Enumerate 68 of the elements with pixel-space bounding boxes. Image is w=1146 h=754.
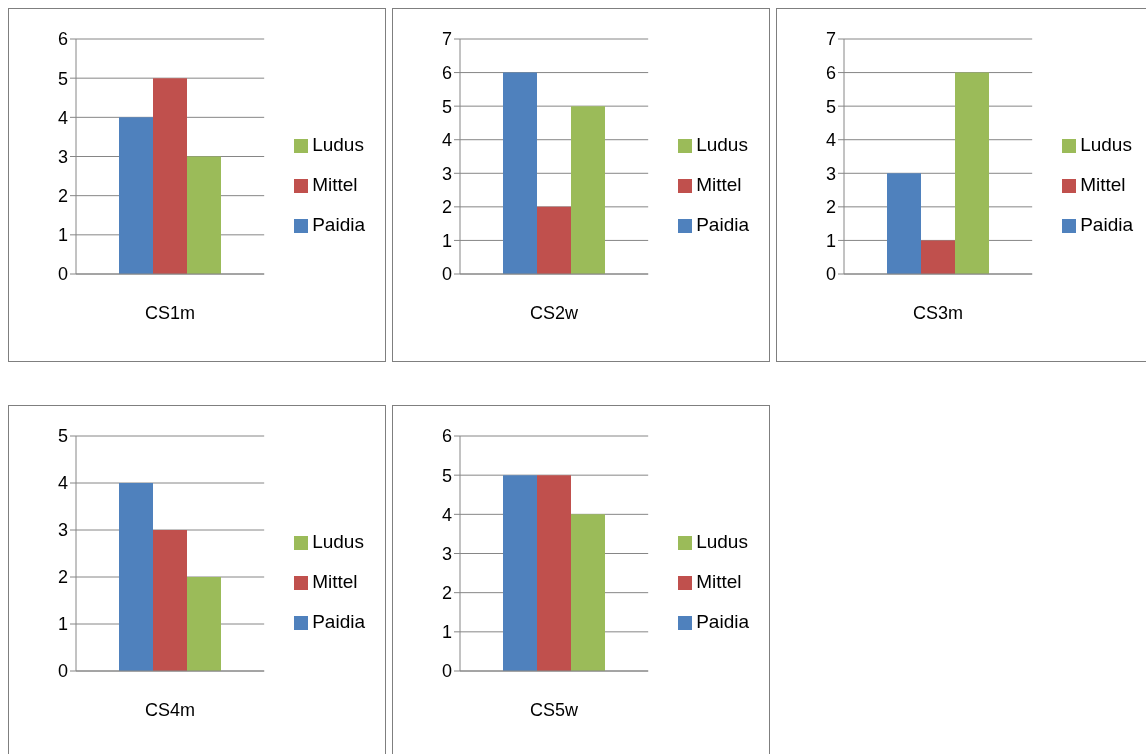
bar — [119, 117, 153, 274]
legend-label: Paidia — [312, 611, 365, 632]
x-tick-label: CS5w — [530, 699, 580, 720]
y-tick-label: 3 — [441, 543, 452, 564]
legend-label: Paidia — [696, 214, 749, 235]
y-tick-label: 5 — [57, 426, 68, 447]
y-tick-label: 4 — [57, 473, 68, 494]
y-tick-label: 7 — [441, 29, 452, 50]
legend-label: Ludus — [696, 134, 748, 155]
y-tick-label: 2 — [57, 567, 68, 588]
y-tick-label: 3 — [57, 146, 68, 167]
y-tick-label: 2 — [441, 197, 452, 218]
legend-label: Ludus — [312, 531, 364, 552]
y-tick-label: 0 — [57, 661, 68, 682]
y-tick-label: 1 — [441, 230, 452, 251]
legend-label: Mittel — [1080, 174, 1126, 195]
y-tick-label: 6 — [441, 426, 452, 447]
legend-label: Mittel — [696, 174, 742, 195]
x-tick-label: CS4m — [145, 699, 196, 720]
bar — [153, 530, 187, 671]
y-tick-label: 0 — [57, 264, 68, 285]
y-tick-label: 5 — [441, 96, 452, 117]
y-tick-label: 5 — [825, 96, 836, 117]
y-tick-label: 6 — [441, 62, 452, 83]
y-tick-label: 4 — [825, 130, 836, 151]
y-tick-label: 0 — [441, 264, 452, 285]
legend-label: Paidia — [312, 214, 365, 235]
legend-label: Ludus — [696, 531, 748, 552]
legend-label: Ludus — [1080, 134, 1132, 155]
y-tick-label: 4 — [57, 107, 68, 128]
y-tick-label: 3 — [441, 163, 452, 184]
bar — [503, 72, 537, 274]
y-tick-label: 4 — [441, 130, 452, 151]
legend-label: Mittel — [312, 174, 358, 195]
legend-label: Ludus — [312, 134, 364, 155]
y-tick-label: 2 — [57, 186, 68, 207]
y-tick-label: 0 — [441, 661, 452, 682]
y-tick-label: 2 — [825, 197, 836, 218]
x-tick-label: CS2w — [530, 302, 580, 323]
y-tick-label: 1 — [57, 614, 68, 635]
x-tick-label: CS1m — [145, 302, 196, 323]
y-tick-label: 1 — [441, 622, 452, 643]
bar — [887, 173, 921, 274]
y-tick-label: 0 — [825, 264, 836, 285]
y-tick-label: 1 — [57, 225, 68, 246]
bar — [187, 156, 221, 274]
legend-label: Paidia — [1080, 214, 1133, 235]
y-tick-label: 3 — [825, 163, 836, 184]
legend-label: Mittel — [696, 571, 742, 592]
y-tick-label: 6 — [57, 29, 68, 50]
bar — [537, 206, 571, 274]
bar — [119, 483, 153, 671]
y-tick-label: 6 — [825, 62, 836, 83]
bar — [571, 106, 605, 274]
y-tick-label: 5 — [57, 68, 68, 89]
y-tick-label: 2 — [441, 583, 452, 604]
y-tick-label: 3 — [57, 520, 68, 541]
x-tick-label: CS3m — [913, 302, 964, 323]
bar — [921, 240, 955, 274]
bar — [153, 78, 187, 274]
legend-label: Paidia — [696, 611, 749, 632]
y-tick-label: 4 — [441, 504, 452, 525]
bar — [187, 577, 221, 671]
y-tick-label: 7 — [825, 29, 836, 50]
bar — [955, 72, 989, 274]
y-tick-label: 5 — [441, 465, 452, 486]
legend-label: Mittel — [312, 571, 358, 592]
y-tick-label: 1 — [825, 230, 836, 251]
